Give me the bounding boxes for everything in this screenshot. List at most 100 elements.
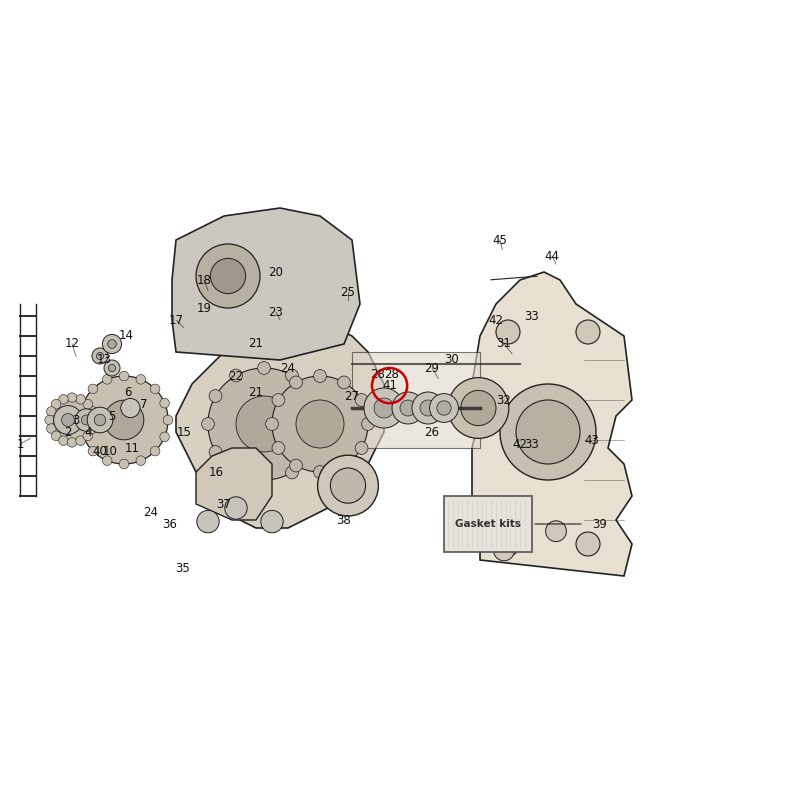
Circle shape (80, 376, 168, 464)
Text: 44: 44 (545, 250, 559, 262)
Circle shape (576, 532, 600, 556)
Circle shape (362, 418, 374, 430)
Text: 33: 33 (525, 310, 539, 322)
Text: 3: 3 (72, 414, 80, 426)
Text: 12: 12 (65, 338, 79, 350)
Circle shape (374, 398, 394, 418)
Circle shape (258, 474, 270, 486)
Text: 40: 40 (93, 446, 107, 458)
Circle shape (54, 406, 82, 434)
Circle shape (76, 436, 86, 446)
Circle shape (286, 466, 298, 479)
Circle shape (500, 384, 596, 480)
Text: 14: 14 (119, 330, 134, 342)
Circle shape (306, 446, 319, 458)
Text: 28: 28 (385, 368, 399, 381)
Circle shape (546, 521, 566, 542)
Text: 5: 5 (108, 410, 116, 422)
Circle shape (412, 392, 444, 424)
Text: 17: 17 (169, 314, 183, 326)
Polygon shape (176, 320, 384, 528)
Circle shape (225, 497, 247, 519)
Text: 32: 32 (497, 394, 511, 406)
Circle shape (576, 320, 600, 344)
Circle shape (88, 446, 98, 456)
Text: 4: 4 (84, 426, 92, 438)
Circle shape (318, 455, 378, 516)
Text: 7: 7 (140, 398, 148, 410)
Text: 33: 33 (525, 438, 539, 450)
Circle shape (314, 370, 326, 382)
Circle shape (290, 376, 302, 389)
Text: 18: 18 (197, 274, 211, 286)
Text: 23: 23 (269, 306, 283, 318)
Bar (352, 352, 480, 448)
Text: 43: 43 (585, 434, 599, 446)
Circle shape (88, 406, 98, 416)
Circle shape (82, 415, 91, 425)
Circle shape (208, 368, 320, 480)
Circle shape (90, 415, 99, 425)
Circle shape (196, 244, 260, 308)
Text: 42: 42 (489, 314, 503, 326)
Circle shape (88, 424, 98, 434)
Circle shape (136, 456, 146, 466)
Circle shape (58, 394, 68, 404)
Text: 1: 1 (16, 438, 24, 450)
Circle shape (296, 400, 344, 448)
Text: 24: 24 (281, 362, 295, 374)
Circle shape (230, 466, 242, 479)
Circle shape (272, 394, 285, 406)
Circle shape (272, 376, 368, 472)
Text: 11: 11 (125, 442, 139, 454)
Circle shape (355, 442, 368, 454)
Circle shape (75, 415, 85, 425)
Text: 45: 45 (493, 234, 507, 246)
Text: 25: 25 (341, 286, 355, 298)
Text: 21: 21 (249, 386, 263, 398)
Text: 35: 35 (175, 562, 190, 574)
Circle shape (109, 364, 116, 371)
Circle shape (516, 400, 580, 464)
Text: 10: 10 (103, 446, 118, 458)
Circle shape (75, 409, 98, 431)
Circle shape (78, 398, 88, 408)
Circle shape (163, 415, 173, 425)
Circle shape (88, 384, 98, 394)
Circle shape (78, 432, 88, 442)
Circle shape (94, 414, 106, 426)
Text: 37: 37 (217, 498, 231, 510)
Circle shape (45, 415, 54, 425)
Circle shape (62, 410, 82, 430)
Circle shape (420, 400, 436, 416)
Circle shape (400, 400, 416, 416)
Circle shape (51, 431, 61, 441)
Text: Gasket kits: Gasket kits (455, 519, 521, 529)
Circle shape (286, 369, 298, 382)
Circle shape (83, 399, 93, 409)
Circle shape (209, 390, 222, 402)
Circle shape (461, 390, 496, 426)
Polygon shape (172, 208, 360, 360)
Text: 2: 2 (64, 426, 72, 438)
Circle shape (108, 340, 116, 348)
Circle shape (209, 446, 222, 458)
Circle shape (496, 532, 520, 556)
Circle shape (272, 442, 285, 454)
Circle shape (236, 396, 292, 452)
Circle shape (258, 362, 270, 374)
Circle shape (338, 459, 350, 472)
Circle shape (494, 540, 514, 561)
Circle shape (76, 394, 86, 404)
Text: 29: 29 (425, 362, 439, 374)
Circle shape (102, 334, 122, 354)
Text: 20: 20 (269, 266, 283, 278)
Text: 22: 22 (229, 370, 243, 382)
Circle shape (314, 466, 326, 478)
Circle shape (306, 390, 319, 402)
Circle shape (119, 371, 129, 381)
Text: 21: 21 (249, 338, 263, 350)
Circle shape (150, 446, 160, 456)
Text: 13: 13 (97, 354, 111, 366)
Circle shape (150, 384, 160, 394)
